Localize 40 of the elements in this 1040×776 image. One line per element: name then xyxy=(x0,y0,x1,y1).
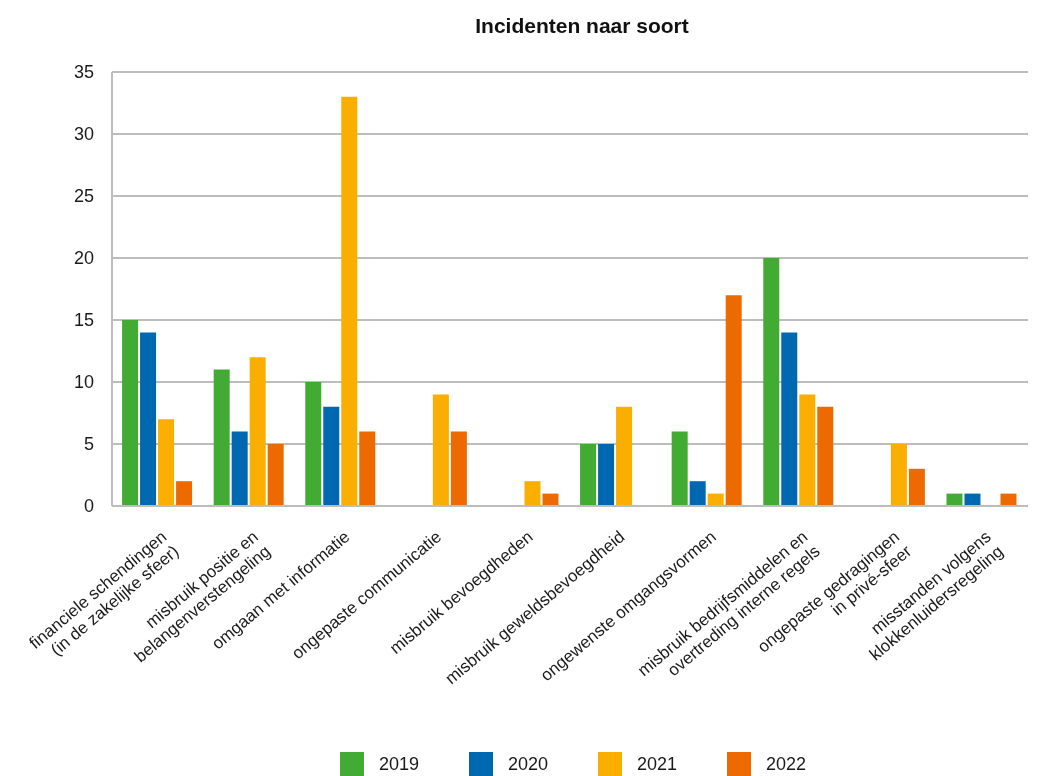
bar xyxy=(176,481,193,506)
bar xyxy=(598,444,615,506)
bar xyxy=(432,394,449,506)
bar xyxy=(817,406,834,506)
y-tick-label: 5 xyxy=(83,434,94,455)
y-tick-label: 0 xyxy=(83,496,94,517)
y-tick-label: 20 xyxy=(73,248,94,269)
bar xyxy=(890,444,907,506)
bar xyxy=(231,431,248,506)
bar xyxy=(323,406,340,506)
bar xyxy=(341,96,358,506)
y-tick-label: 30 xyxy=(73,124,94,145)
bar xyxy=(450,431,467,506)
bar xyxy=(580,444,597,506)
bar xyxy=(799,394,816,506)
chart-title: Incidenten naar soort xyxy=(474,14,690,38)
bar xyxy=(267,444,284,506)
bar xyxy=(524,481,541,506)
bar xyxy=(140,332,157,506)
bar xyxy=(359,431,376,506)
bar xyxy=(616,406,633,506)
bar xyxy=(249,357,266,506)
y-tick-label: 35 xyxy=(73,62,94,83)
legend-label: 2021 xyxy=(637,753,678,775)
bar xyxy=(671,431,688,506)
y-tick-label: 25 xyxy=(73,186,94,207)
legend-label: 2019 xyxy=(378,753,419,775)
y-tick-label: 10 xyxy=(73,372,94,393)
legend-label: 2022 xyxy=(766,753,807,775)
bar xyxy=(781,332,798,506)
bar xyxy=(763,258,780,506)
bar xyxy=(305,382,322,506)
legend-label: 2020 xyxy=(507,753,548,775)
y-tick-label: 15 xyxy=(73,310,94,331)
bar xyxy=(725,295,742,506)
bar xyxy=(213,369,230,506)
bar xyxy=(158,419,175,506)
bar xyxy=(122,320,139,506)
bar xyxy=(908,468,925,506)
bar xyxy=(689,481,706,506)
